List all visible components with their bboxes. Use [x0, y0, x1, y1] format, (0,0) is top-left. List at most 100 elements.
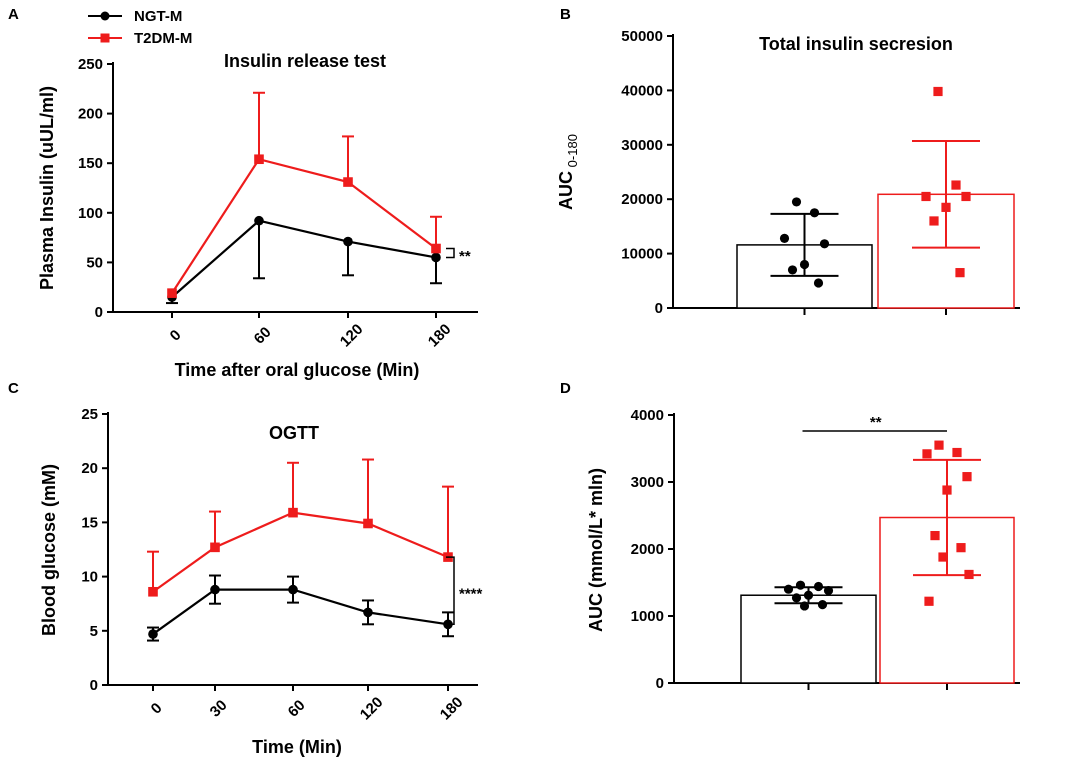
data-point-t2dm-m [951, 180, 961, 190]
data-point-ngt-m [431, 252, 441, 263]
y-tick-label: 0 [655, 300, 663, 317]
x-tick-label: 120 [337, 321, 367, 351]
data-point-t2dm-m [933, 86, 943, 97]
data-point-t2dm-m [938, 552, 948, 562]
y-axis-label: Blood glucose (mM) [39, 464, 59, 636]
y-tick-label: 2000 [631, 541, 664, 558]
y-tick-label: 0 [656, 675, 664, 692]
panel-d: D 0 1000 2000 3000 4000 AUC (mmol/L* mln) ** [560, 380, 1020, 692]
series-line-ngt-m [152, 588, 449, 635]
y-tick-label: 10000 [621, 246, 663, 263]
x-axis-label: Time (Min) [252, 737, 342, 757]
y-axis-label: AUC (mmol/L* mln) [586, 468, 606, 632]
x-tick-label: 0 [167, 327, 185, 345]
data-point-ngt-m [799, 601, 810, 611]
panel-letter: C [8, 380, 19, 397]
y-tick-label: 5 [90, 623, 98, 640]
y-tick-label: 50000 [621, 28, 663, 45]
data-point-t2dm-m [343, 177, 353, 187]
y-tick-label: 10 [81, 569, 98, 586]
legend-label: T2DM-M [134, 30, 192, 47]
data-point-ngt-m [210, 584, 220, 595]
data-point-t2dm-m [921, 191, 931, 202]
data-point-t2dm-m [167, 288, 177, 298]
series-line-t2dm-m [152, 511, 449, 593]
bar-ngt-m [740, 594, 877, 684]
data-point-ngt-m [823, 585, 834, 596]
data-point-ngt-m [254, 215, 264, 226]
y-tick-label: 1000 [631, 608, 664, 625]
y-tick-label: 50 [86, 254, 103, 271]
y-axis-label-main: AUC [556, 171, 576, 210]
data-point-ngt-m [803, 590, 814, 600]
data-point-ngt-m [813, 278, 824, 288]
data-point-ngt-m [787, 265, 798, 275]
y-tick-label: 250 [78, 56, 103, 73]
y-tick-label: 25 [81, 406, 98, 423]
data-point-t2dm-m [930, 531, 940, 541]
series-line-ngt-m [171, 219, 437, 298]
panel-a: A Insulin release test 0 50 100 150 200 250 0 60 1… [8, 6, 478, 380]
data-point-t2dm-m [363, 518, 373, 529]
x-tick-label: 60 [251, 324, 275, 348]
data-point-ngt-m [809, 208, 820, 218]
panel-b: B Total insulin secresion 0 10000 20000 30000… [556, 6, 1020, 317]
data-point-t2dm-m [929, 216, 939, 226]
y-tick-label: 0 [90, 677, 98, 694]
data-point-t2dm-m [955, 268, 965, 278]
chart-title: Total insulin secresion [759, 34, 953, 54]
data-point-t2dm-m [962, 472, 972, 482]
y-tick-label: 0 [95, 304, 103, 321]
data-point-t2dm-m [964, 569, 974, 580]
y-tick-label: 20 [81, 460, 98, 477]
data-point-t2dm-m [922, 449, 932, 459]
significance-stars: ** [459, 248, 471, 265]
y-axis-label-subscript: 0-180 [565, 134, 580, 171]
legend-label: NGT-M [134, 8, 182, 25]
data-point-ngt-m [817, 600, 828, 610]
data-point-ngt-m [779, 233, 790, 243]
series-line-t2dm-m [171, 157, 437, 294]
chart-title: Insulin release test [224, 51, 386, 71]
legend-item-t2dm-m: T2DM-M [88, 30, 192, 47]
significance-bracket [446, 556, 455, 626]
data-point-t2dm-m [961, 191, 971, 202]
x-axis-label: Time after oral glucose (Min) [175, 360, 420, 380]
data-point-t2dm-m [934, 440, 944, 450]
y-tick-label: 40000 [621, 82, 663, 99]
y-axis-label: Plasma Insulin (uUL/ml) [37, 86, 57, 290]
y-tick-label: 150 [78, 155, 103, 172]
data-point-t2dm-m [288, 507, 298, 518]
data-point-t2dm-m [924, 596, 934, 606]
data-point-ngt-m [795, 580, 806, 590]
y-tick-label: 3000 [631, 474, 664, 491]
data-point-t2dm-m [952, 447, 962, 458]
y-tick-label: 30000 [621, 137, 663, 154]
significance-stars: **** [459, 586, 483, 603]
data-point-ngt-m [819, 239, 830, 249]
significance-bracket [446, 247, 455, 259]
legend-marker [100, 33, 110, 43]
y-tick-label: 200 [78, 106, 103, 123]
significance-stars: ** [870, 414, 882, 431]
data-point-t2dm-m [941, 202, 951, 212]
x-tick-label: 180 [425, 321, 455, 351]
data-point-ngt-m [791, 593, 802, 603]
data-point-ngt-m [813, 581, 824, 592]
data-point-t2dm-m [431, 243, 441, 254]
y-tick-label: 15 [81, 514, 98, 531]
panel-c: C OGTT 0 5 10 15 20 25 0 30 60 120 180 Time (Min) Bloo… [8, 380, 483, 757]
y-axis-label: AUC 0-180 [556, 134, 580, 210]
x-tick-label: 0 [148, 700, 166, 718]
data-point-t2dm-m [254, 154, 264, 165]
data-point-ngt-m [363, 607, 373, 618]
chart-title: OGTT [269, 423, 319, 443]
data-point-ngt-m [288, 584, 298, 595]
panel-letter: D [560, 380, 571, 397]
legend-marker [100, 11, 110, 21]
data-point-t2dm-m [956, 543, 966, 553]
legend-item-ngt-m: NGT-M [88, 8, 182, 25]
x-tick-label: 180 [437, 694, 467, 724]
data-point-ngt-m [783, 584, 794, 594]
